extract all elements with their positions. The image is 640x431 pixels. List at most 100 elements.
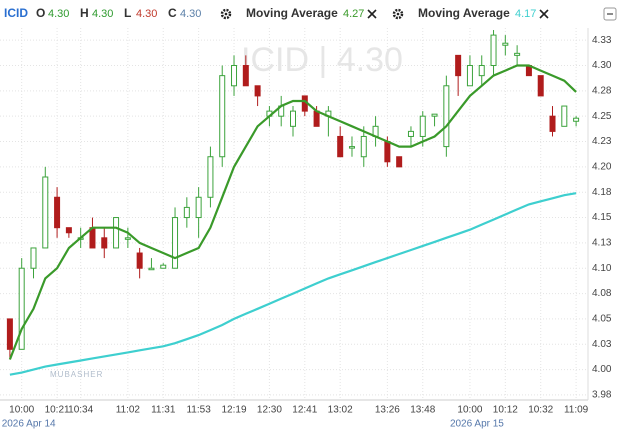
candle-body [113,217,120,249]
remove-icon[interactable] [367,9,377,19]
candle-body [443,85,450,148]
legend-name: Moving Average [418,6,510,20]
grid: 4.33 4.30 4.28 4.25 4.23 4.20 4.18 4.15 4.13 4.10… [0,28,612,430]
moving-average-line [9,192,577,376]
y-tick-label: 3.98 [592,390,612,401]
header-bar [0,0,640,27]
candle-body [30,247,37,269]
candle-body [337,135,344,158]
collapse-icon[interactable] [603,7,617,21]
remove-button[interactable] [539,9,549,19]
x-tick-label: 11:31 [151,405,176,416]
candle-body [183,206,190,219]
x-tick-label: 10:00 [457,405,482,416]
y-tick-label: 4.30 [592,60,612,71]
y-tick-label: 4.15 [592,212,612,223]
x-tick-label: 13:26 [375,405,400,416]
gear-hub[interactable] [224,12,228,16]
candle-body [431,113,438,117]
y-tick-label: 4.18 [592,187,612,198]
x-tick-label: 11:09 [564,405,589,416]
candle-body [18,267,25,350]
watermark: ICID | 4.30 [241,41,403,79]
x-tick-label: 10:34 [68,405,93,416]
gear-icon[interactable] [392,8,404,20]
candle-body [195,196,202,219]
y-tick-label: 4.33 [592,35,612,46]
header: O 4.30 H 4.30 L 4.30 C 4.30 Moving Average 4.27 Mo… [36,6,549,20]
y-tick-label: 4.03 [592,339,612,350]
candle-body [549,115,556,132]
candle-body [573,117,580,122]
gear-hub[interactable] [396,12,400,16]
date-label: 2026 Apr 14 [2,419,56,430]
candle-body [172,217,179,269]
candle-body [537,75,544,97]
candle-body [65,227,72,234]
x-tick-label: 12:30 [257,405,282,416]
remove-button[interactable] [367,9,377,19]
settings-button[interactable] [220,8,232,20]
remove-icon[interactable] [539,9,549,19]
y-tick-label: 4.00 [592,364,612,375]
field-value: 4.30 [48,8,69,20]
field-value: 4.30 [180,8,201,20]
field-label: O [36,6,45,20]
legend-value: 4.27 [343,8,364,20]
candle-body [561,105,568,127]
date-label: 2026 Apr 15 [450,419,504,430]
x-tick-label: 10:32 [528,405,553,416]
legend-value: 4.17 [515,8,536,20]
legend-name: Moving Average [246,6,338,20]
candle-body [419,115,426,137]
candle-body [290,110,296,127]
marks [6,30,580,376]
y-tick-label: 4.23 [592,136,612,147]
x-tick-label: 11:53 [186,405,211,416]
candle-body [124,237,131,240]
y-tick-label: 4.25 [592,111,612,122]
candle-body [313,110,320,127]
candle-body [148,267,155,271]
candle-body [242,65,249,87]
candle-body [101,237,108,249]
x-tick-label: 11:02 [116,405,141,416]
candle-body [207,156,214,198]
candle-body [490,34,497,67]
x-tick-label: 10:00 [9,405,34,416]
candle-body [455,54,462,77]
x-tick-label: 10:21 [45,405,70,416]
y-tick-label: 4.13 [592,238,612,249]
candle-body [254,85,261,97]
candle-body [360,135,367,158]
candle-body [348,146,355,149]
moving-average-line [8,64,577,360]
candle-body [514,52,521,56]
candle-body [160,264,167,269]
candle-body [42,176,49,249]
candle-body [396,156,403,168]
gear-icon[interactable] [220,8,232,20]
candle-body [384,141,391,163]
symbol: ICID [4,6,28,20]
candle-body [6,318,13,350]
x-tick-label: 12:19 [222,405,247,416]
settings-button[interactable] [392,8,404,20]
x-tick-label: 10:12 [493,405,518,416]
candle-body [219,75,226,158]
candle-body [407,130,414,137]
logo: MUBASHER [50,370,103,379]
candle-body [136,252,143,269]
y-tick-label: 4.20 [592,162,612,173]
field-label: C [168,6,177,20]
field-label: H [80,6,89,20]
x-tick-label: 13:48 [410,405,435,416]
candle-body [89,227,96,249]
candle-body [466,65,473,87]
collapse-button[interactable] [603,7,617,21]
y-tick-label: 4.28 [592,85,612,96]
field-value: 4.30 [136,8,157,20]
field-label: L [124,6,131,20]
candle-body [502,42,509,46]
